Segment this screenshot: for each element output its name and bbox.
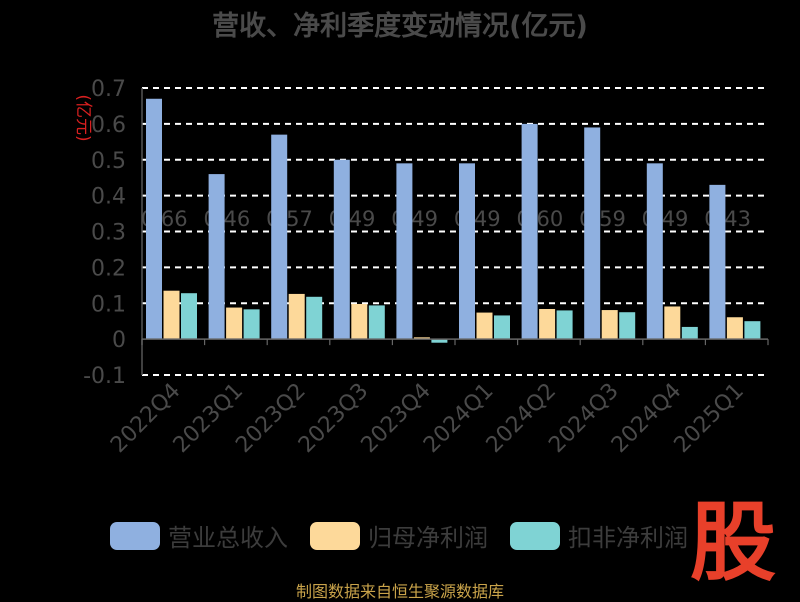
x-tick-label: 2025Q1 — [670, 379, 749, 458]
bar-net-profit — [163, 290, 180, 340]
legend-item-deducted-profit[interactable]: 扣非净利润 — [510, 518, 688, 553]
y-tick-label: 0.3 — [91, 221, 126, 246]
bar-deducted-profit — [681, 326, 698, 340]
bar-revenue — [584, 127, 601, 340]
y-tick-label: 0.2 — [91, 256, 126, 281]
bar-revenue — [646, 163, 663, 340]
bar-deducted-profit — [619, 312, 636, 340]
y-tick-label: 0.5 — [91, 149, 126, 174]
legend-swatch-revenue — [110, 521, 160, 550]
bar-net-profit — [288, 293, 305, 340]
bar-net-profit — [413, 337, 430, 340]
legend-label-deducted-profit: 扣非净利润 — [568, 524, 688, 552]
bar-deducted-profit — [368, 305, 385, 340]
bar-net-profit — [539, 308, 556, 340]
bar-revenue — [709, 184, 726, 340]
bar-deducted-profit — [744, 321, 761, 340]
legend-label-revenue: 营业总收入 — [168, 524, 288, 552]
y-tick-label: 0.6 — [91, 113, 126, 138]
bar-net-profit — [226, 307, 243, 340]
legend-item-net-profit[interactable]: 归母净利润 — [310, 518, 488, 553]
bar-deducted-profit — [494, 315, 510, 340]
bar-revenue — [271, 134, 288, 340]
bar-net-profit — [726, 317, 743, 340]
bar-revenue — [521, 123, 538, 340]
legend-swatch-deducted-profit — [510, 521, 560, 550]
bars-layer — [146, 98, 761, 343]
bar-revenue — [146, 98, 162, 340]
y-tick-label: 0.1 — [91, 292, 126, 317]
y-tick-label: -0.1 — [83, 364, 126, 389]
bar-net-profit — [601, 310, 618, 340]
legend: 营业总收入 归母净利润 扣非净利润 — [0, 518, 800, 554]
source-note: 制图数据来自恒生聚源数据库 — [295, 582, 504, 601]
chart-title: 营收、净利季度变动情况(亿元) — [212, 11, 588, 42]
legend-label-net-profit: 归母净利润 — [368, 524, 488, 552]
bar-deducted-profit — [431, 339, 448, 343]
bar-net-profit — [351, 303, 368, 340]
bar-revenue — [396, 163, 413, 340]
bar-net-profit — [476, 312, 493, 340]
bar-deducted-profit — [243, 309, 260, 340]
bar-net-profit — [664, 306, 681, 340]
bar-revenue — [333, 159, 350, 340]
y-tick-label: 0.7 — [91, 77, 126, 102]
legend-swatch-net-profit — [310, 521, 360, 550]
bar-revenue — [459, 163, 475, 340]
legend-item-revenue[interactable]: 营业总收入 — [110, 518, 288, 553]
y-tick-label: 0 — [112, 328, 126, 353]
bar-deducted-profit — [306, 296, 323, 340]
bar-deducted-profit — [181, 293, 197, 340]
logo: 股 — [690, 493, 776, 593]
y-tick-label: 0.4 — [91, 185, 126, 210]
y-axis-title: (亿元) — [73, 94, 93, 141]
bar-deducted-profit — [556, 310, 573, 340]
grid-layer — [142, 87, 768, 376]
bar-revenue — [208, 174, 225, 340]
axis-layer: 0.70.60.50.40.30.20.10-0.12022Q42023Q120… — [83, 77, 769, 458]
